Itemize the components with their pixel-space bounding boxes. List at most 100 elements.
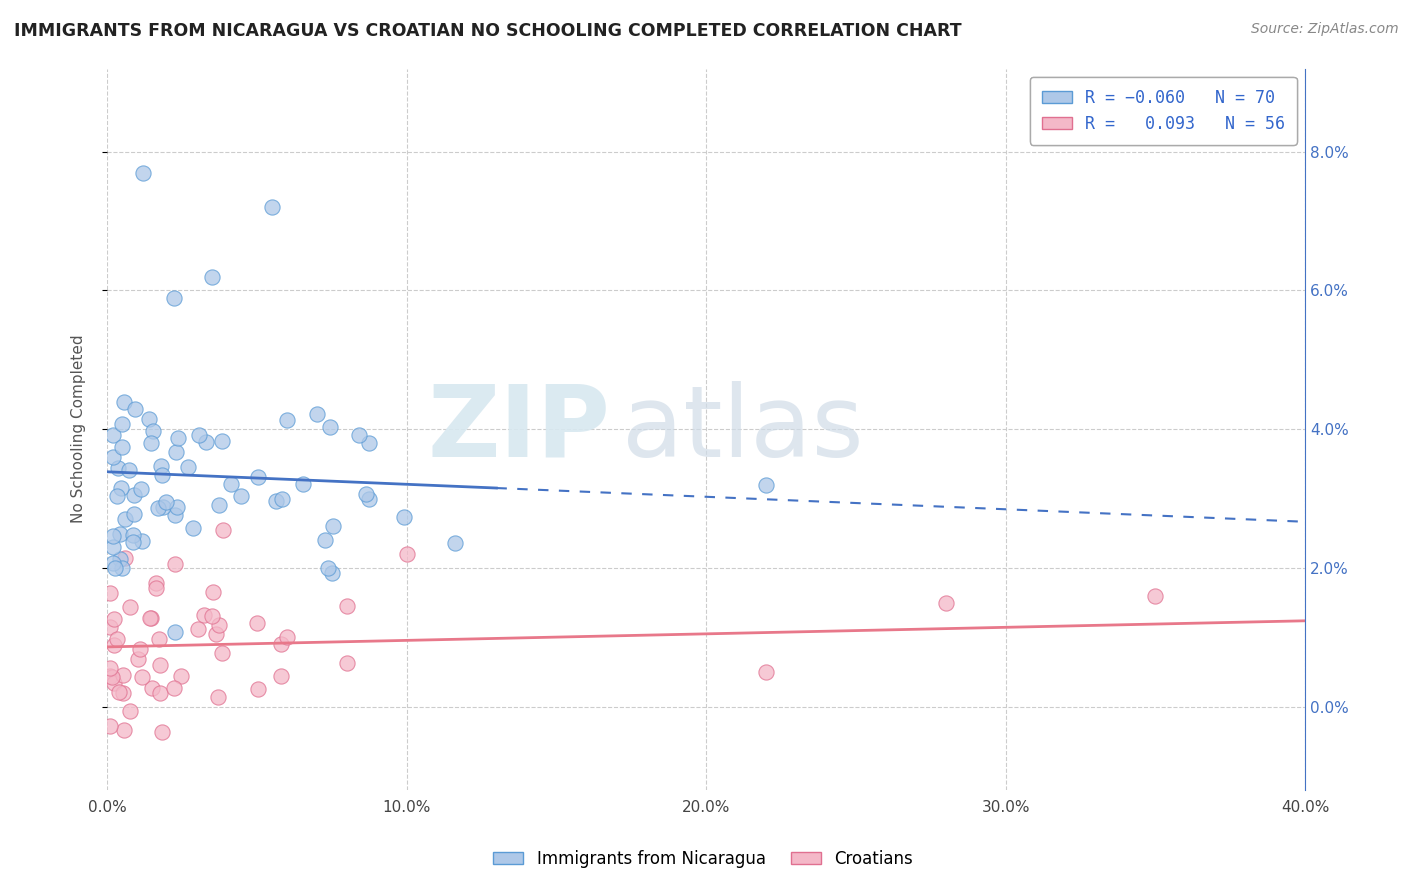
Point [165, 445, 187, 459]
Point [322, 519, 344, 533]
Point [167, 431, 190, 445]
Point [163, 291, 186, 305]
Point [98, 620, 121, 634]
Point [165, 557, 187, 571]
Point [111, 685, 134, 699]
Point [132, 165, 155, 179]
Point [98, 719, 121, 733]
Point [111, 668, 134, 682]
Point [354, 487, 377, 501]
Point [395, 547, 418, 561]
Point [177, 460, 200, 475]
Point [270, 668, 292, 682]
Point [131, 533, 153, 548]
Point [141, 610, 163, 624]
Point [101, 557, 124, 571]
Point [101, 541, 124, 555]
Point [314, 533, 336, 547]
Point [755, 665, 778, 679]
Point [122, 487, 145, 501]
Point [121, 527, 143, 541]
Point [124, 401, 146, 416]
Point [264, 494, 287, 508]
Point [98, 669, 121, 683]
Text: ZIP: ZIP [427, 381, 610, 478]
Point [211, 434, 233, 448]
Point [246, 681, 269, 696]
Point [105, 632, 128, 647]
Point [755, 477, 778, 491]
Point [114, 512, 136, 526]
Text: Source: ZipAtlas.com: Source: ZipAtlas.com [1251, 22, 1399, 37]
Point [149, 657, 172, 672]
Point [108, 552, 131, 566]
Point [246, 470, 269, 484]
Point [122, 535, 145, 549]
Point [112, 394, 135, 409]
Point [103, 638, 125, 652]
Point [101, 428, 124, 442]
Point [205, 627, 228, 641]
Point [138, 611, 160, 625]
Point [111, 417, 134, 431]
Point [188, 428, 211, 442]
Point [148, 501, 170, 516]
Point [202, 585, 225, 599]
Point [112, 723, 135, 737]
Point [229, 489, 252, 503]
Point [271, 492, 294, 507]
Point [150, 458, 173, 473]
Point [98, 586, 121, 600]
Point [321, 566, 343, 580]
Point [114, 551, 136, 566]
Legend: R = −0.060   N = 70, R =   0.093   N = 56: R = −0.060 N = 70, R = 0.093 N = 56 [1031, 77, 1296, 145]
Point [201, 609, 224, 624]
Point [98, 661, 121, 675]
Point [316, 561, 339, 575]
Point [138, 412, 160, 426]
Point [307, 407, 329, 421]
Point [101, 450, 124, 464]
Point [104, 560, 127, 574]
Point [111, 440, 134, 454]
Point [292, 477, 315, 491]
Text: IMMIGRANTS FROM NICARAGUA VS CROATIAN NO SCHOOLING COMPLETED CORRELATION CHART: IMMIGRANTS FROM NICARAGUA VS CROATIAN NO… [14, 22, 962, 40]
Text: atlas: atlas [623, 381, 863, 478]
Point [111, 561, 134, 575]
Point [357, 491, 380, 506]
Point [319, 419, 342, 434]
Point [336, 656, 359, 670]
Point [152, 500, 174, 515]
Legend: Immigrants from Nicaragua, Croatians: Immigrants from Nicaragua, Croatians [486, 844, 920, 875]
Point [443, 536, 465, 550]
Point [392, 509, 415, 524]
Point [165, 625, 187, 640]
Point [107, 461, 129, 475]
Point [260, 200, 283, 214]
Point [155, 495, 177, 509]
Point [150, 467, 173, 482]
Point [276, 630, 298, 644]
Point [108, 685, 131, 699]
Point [219, 476, 242, 491]
Point [142, 424, 165, 438]
Point [211, 646, 233, 660]
Point [118, 600, 141, 615]
Point [207, 690, 229, 704]
Point [120, 704, 142, 718]
Point [336, 599, 359, 613]
Point [149, 685, 172, 699]
Point [101, 670, 124, 684]
Point [1144, 589, 1167, 603]
Point [349, 427, 371, 442]
Point [212, 523, 235, 537]
Point [163, 681, 186, 696]
Point [129, 642, 152, 657]
Point [118, 463, 141, 477]
Point [208, 618, 231, 632]
Point [110, 481, 132, 495]
Point [246, 616, 269, 631]
Point [108, 526, 131, 541]
Point [145, 582, 167, 596]
Point [103, 612, 125, 626]
